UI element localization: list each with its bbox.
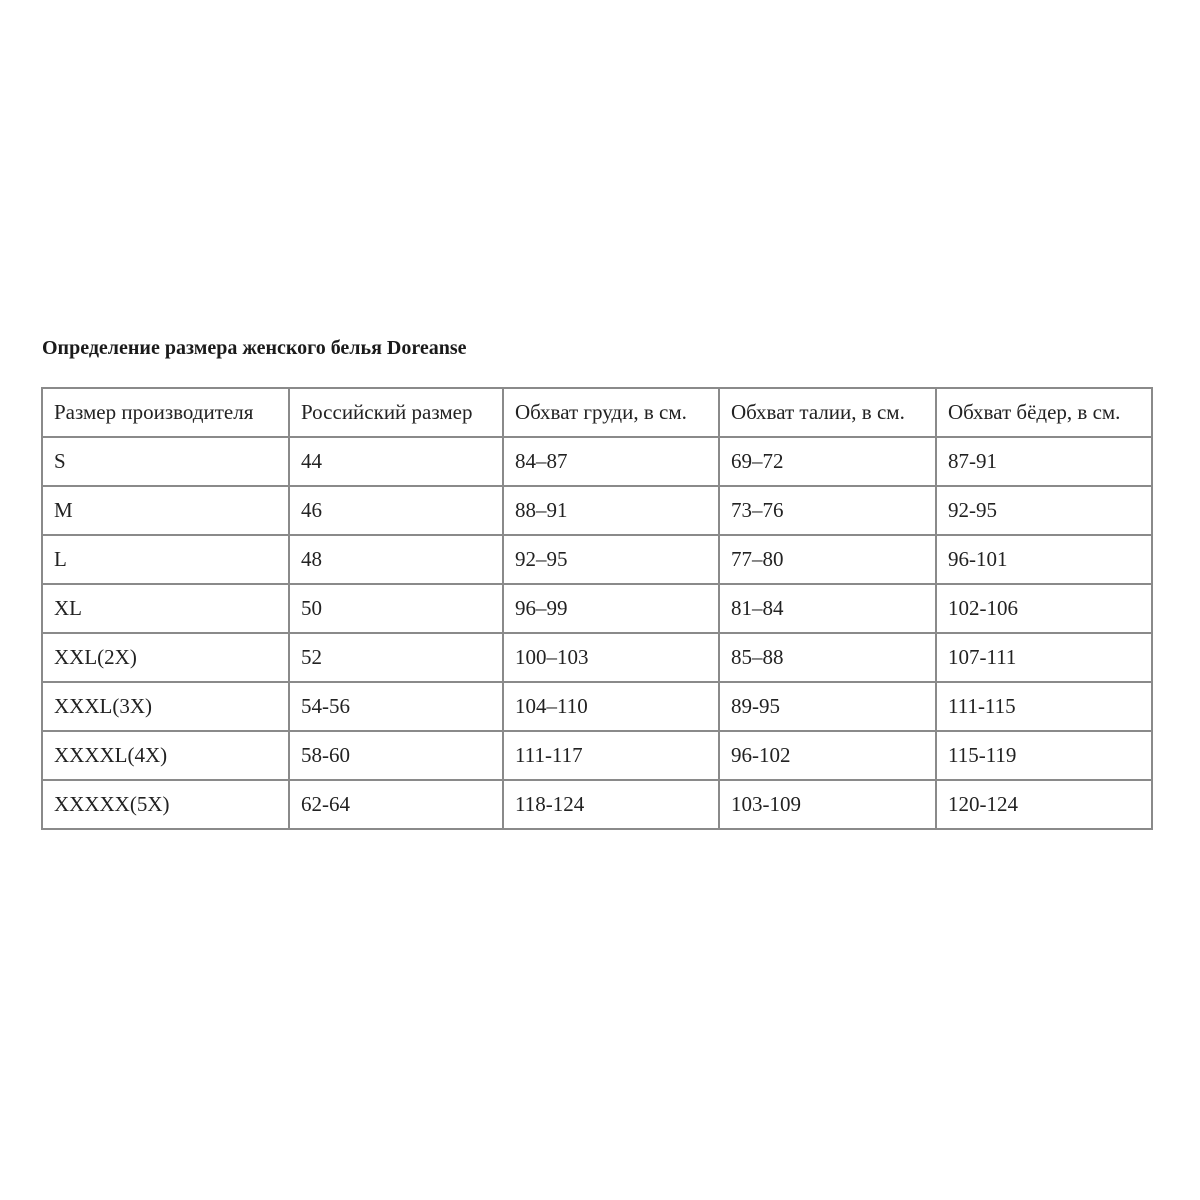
cell-russian-size: 52 [288, 632, 504, 683]
cell-bust: 111-117 [502, 730, 720, 781]
cell-manufacturer-size: M [41, 485, 290, 536]
cell-russian-size: 62-64 [288, 779, 504, 830]
cell-hips: 107-111 [935, 632, 1153, 683]
cell-bust: 88–91 [502, 485, 720, 536]
cell-manufacturer-size: XL [41, 583, 290, 634]
table-row: XXXL(3X) 54-56 104–110 89-95 111-115 [41, 681, 1153, 732]
header-russian-size: Российский размер [288, 387, 504, 438]
cell-hips: 87-91 [935, 436, 1153, 487]
cell-russian-size: 58-60 [288, 730, 504, 781]
cell-bust: 100–103 [502, 632, 720, 683]
cell-russian-size: 46 [288, 485, 504, 536]
table-row: M 46 88–91 73–76 92-95 [41, 485, 1153, 536]
table-row: XL 50 96–99 81–84 102-106 [41, 583, 1153, 634]
cell-waist: 85–88 [718, 632, 937, 683]
cell-waist: 77–80 [718, 534, 937, 585]
header-waist: Обхват талии, в см. [718, 387, 937, 438]
cell-manufacturer-size: XXL(2X) [41, 632, 290, 683]
table-row: XXXXL(4X) 58-60 111-117 96-102 115-119 [41, 730, 1153, 781]
cell-hips: 96-101 [935, 534, 1153, 585]
cell-bust: 96–99 [502, 583, 720, 634]
cell-waist: 81–84 [718, 583, 937, 634]
cell-waist: 69–72 [718, 436, 937, 487]
cell-waist: 96-102 [718, 730, 937, 781]
cell-hips: 102-106 [935, 583, 1153, 634]
cell-russian-size: 44 [288, 436, 504, 487]
cell-russian-size: 54-56 [288, 681, 504, 732]
table-row: L 48 92–95 77–80 96-101 [41, 534, 1153, 585]
cell-manufacturer-size: L [41, 534, 290, 585]
size-chart-table: Размер производителя Российский размер О… [41, 387, 1153, 830]
cell-russian-size: 50 [288, 583, 504, 634]
cell-hips: 115-119 [935, 730, 1153, 781]
table-row: XXXXX(5X) 62-64 118-124 103-109 120-124 [41, 779, 1153, 830]
cell-bust: 104–110 [502, 681, 720, 732]
table-row: S 44 84–87 69–72 87-91 [41, 436, 1153, 487]
header-manufacturer-size: Размер производителя [41, 387, 290, 438]
cell-manufacturer-size: S [41, 436, 290, 487]
cell-hips: 111-115 [935, 681, 1153, 732]
cell-bust: 92–95 [502, 534, 720, 585]
cell-manufacturer-size: XXXXX(5X) [41, 779, 290, 830]
cell-hips: 120-124 [935, 779, 1153, 830]
table-row: XXL(2X) 52 100–103 85–88 107-111 [41, 632, 1153, 683]
cell-hips: 92-95 [935, 485, 1153, 536]
table-header-row: Размер производителя Российский размер О… [41, 387, 1153, 438]
cell-waist: 73–76 [718, 485, 937, 536]
cell-bust: 118-124 [502, 779, 720, 830]
page-title: Определение размера женского белья Dorea… [42, 337, 467, 359]
header-hips: Обхват бёдер, в см. [935, 387, 1153, 438]
cell-waist: 103-109 [718, 779, 937, 830]
cell-bust: 84–87 [502, 436, 720, 487]
cell-manufacturer-size: XXXXL(4X) [41, 730, 290, 781]
cell-waist: 89-95 [718, 681, 937, 732]
header-bust: Обхват груди, в см. [502, 387, 720, 438]
cell-manufacturer-size: XXXL(3X) [41, 681, 290, 732]
cell-russian-size: 48 [288, 534, 504, 585]
